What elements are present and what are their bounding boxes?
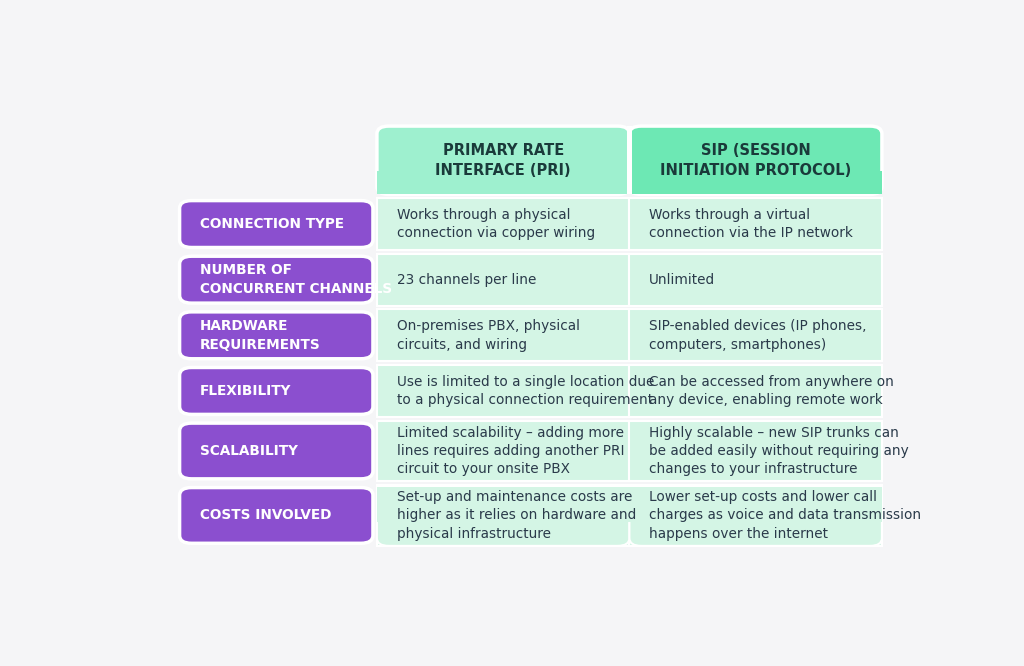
Bar	[629, 126, 631, 194]
Bar	[377, 198, 630, 250]
Text: COSTS INVOLVED: COSTS INVOLVED	[200, 508, 332, 522]
Bar	[377, 170, 630, 194]
Bar	[377, 254, 630, 306]
Text: SIP (SESSION
INITIATION PROTOCOL): SIP (SESSION INITIATION PROTOCOL)	[660, 143, 851, 178]
Text: Highly scalable – new SIP trunks can
be added easily without requiring any
chang: Highly scalable – new SIP trunks can be …	[649, 426, 909, 476]
Bar	[630, 170, 882, 194]
Text: Works through a virtual
connection via the IP network: Works through a virtual connection via t…	[649, 208, 853, 240]
Bar	[377, 485, 630, 521]
FancyBboxPatch shape	[179, 256, 373, 303]
FancyBboxPatch shape	[179, 368, 373, 414]
Text: 23 channels per line: 23 channels per line	[396, 272, 537, 286]
Text: HARDWARE
REQUIREMENTS: HARDWARE REQUIREMENTS	[200, 319, 321, 352]
FancyBboxPatch shape	[179, 423, 373, 479]
FancyBboxPatch shape	[630, 126, 882, 194]
FancyBboxPatch shape	[377, 126, 630, 194]
Bar	[377, 485, 630, 546]
Text: Unlimited: Unlimited	[649, 272, 716, 286]
FancyBboxPatch shape	[179, 312, 373, 359]
Text: Use is limited to a single location due
to a physical connection requirement: Use is limited to a single location due …	[396, 375, 654, 407]
Bar	[377, 309, 630, 362]
Bar	[630, 485, 882, 487]
Text: On-premises PBX, physical
circuits, and wiring: On-premises PBX, physical circuits, and …	[396, 319, 580, 352]
FancyBboxPatch shape	[179, 488, 373, 543]
FancyBboxPatch shape	[630, 485, 882, 546]
FancyBboxPatch shape	[377, 485, 630, 546]
Text: FLEXIBILITY: FLEXIBILITY	[200, 384, 291, 398]
Bar	[630, 365, 882, 417]
Bar	[627, 126, 632, 194]
Text: Limited scalability – adding more
lines requires adding another PRI
circuit to y: Limited scalability – adding more lines …	[396, 426, 625, 476]
Text: SCALABILITY: SCALABILITY	[200, 444, 298, 458]
Bar	[630, 254, 882, 306]
FancyBboxPatch shape	[179, 200, 373, 248]
Bar	[630, 198, 882, 250]
Text: CONNECTION TYPE: CONNECTION TYPE	[200, 217, 344, 231]
Bar	[377, 485, 630, 487]
Text: Set-up and maintenance costs are
higher as it relies on hardware and
physical in: Set-up and maintenance costs are higher …	[396, 490, 636, 541]
Text: SIP-enabled devices (IP phones,
computers, smartphones): SIP-enabled devices (IP phones, computer…	[649, 319, 866, 352]
Text: NUMBER OF
CONCURRENT CHANNELS: NUMBER OF CONCURRENT CHANNELS	[200, 264, 392, 296]
Bar	[630, 420, 882, 482]
Bar	[377, 365, 630, 417]
Text: Works through a physical
connection via copper wiring: Works through a physical connection via …	[396, 208, 595, 240]
Bar	[630, 485, 882, 521]
Bar	[630, 309, 882, 362]
Text: Can be accessed from anywhere on
any device, enabling remote work: Can be accessed from anywhere on any dev…	[649, 375, 894, 407]
Text: PRIMARY RATE
INTERFACE (PRI): PRIMARY RATE INTERFACE (PRI)	[435, 143, 571, 178]
Bar	[630, 485, 882, 546]
Text: Lower set-up costs and lower call
charges as voice and data transmission
happens: Lower set-up costs and lower call charge…	[649, 490, 922, 541]
Bar	[377, 420, 630, 482]
